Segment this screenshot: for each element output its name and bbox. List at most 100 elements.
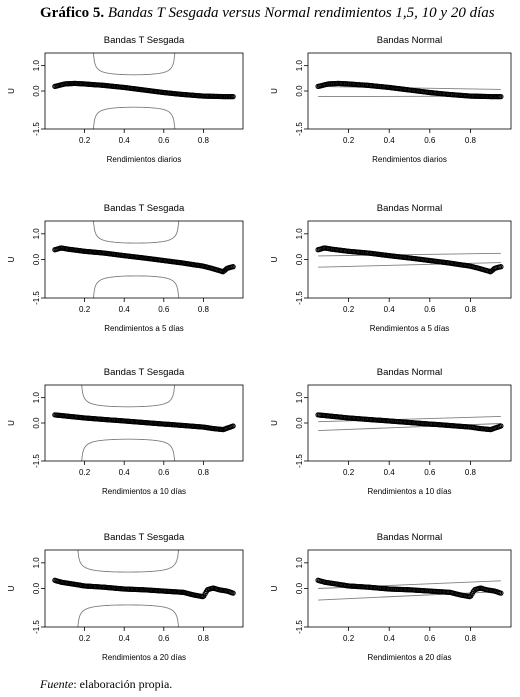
data-point: [498, 590, 504, 596]
chart-panel: 0.2 0.4 0.6 0.8 -1.5 0.0 1.0 Bandas Normal Rendi…: [270, 532, 512, 662]
panel-title: Bandas Normal: [377, 35, 442, 46]
y-axis-label: U: [7, 420, 16, 426]
y-tick-label: 1.0: [295, 557, 304, 569]
chart-panel: 0.2 0.4 0.6 0.8 -1.5 0.0 1.0 Bandas T Sesgada Re…: [7, 532, 244, 662]
x-tick-label: 0.4: [119, 136, 131, 145]
x-tick-label: 0.2: [79, 468, 91, 477]
data-point: [498, 93, 504, 100]
y-tick-label: -1.5: [32, 122, 41, 136]
y-tick-label: -1.5: [295, 620, 304, 634]
y-tick-label: 1.0: [32, 392, 41, 404]
y-tick-label: -1.5: [295, 122, 304, 136]
y-tick-label: 1.0: [32, 60, 41, 72]
x-tick-label: 0.2: [343, 468, 355, 477]
plot-area: [315, 80, 504, 100]
source-label: Fuente: [40, 677, 74, 691]
plot-area: [52, 53, 236, 129]
data-point: [230, 590, 236, 596]
y-tick-label: -1.5: [32, 620, 41, 634]
x-axis-label: Rendimientos a 10 días: [367, 487, 451, 496]
y-tick-label: -1.5: [32, 291, 41, 305]
x-axis-label: Rendimientos a 5 días: [104, 324, 184, 333]
x-tick-label: 0.8: [198, 136, 210, 145]
x-axis-label: Rendimientos diarios: [107, 155, 182, 164]
x-tick-label: 0.6: [424, 136, 436, 145]
x-tick-label: 0.6: [158, 468, 170, 477]
y-tick-label: 0.0: [32, 417, 41, 429]
x-tick-label: 0.4: [119, 634, 131, 643]
panel-title: Bandas T Sesgada: [104, 203, 185, 214]
upper-band: [81, 385, 176, 408]
chart-panel: 0.2 0.4 0.6 0.8 -1.5 0.0 1.0 Bandas T Sesgada Re…: [7, 367, 244, 496]
x-tick-label: 0.6: [158, 136, 170, 145]
y-tick-label: 0.0: [32, 582, 41, 594]
figure-title-text: Bandas T Sesgada versus Normal rendimien…: [107, 5, 495, 21]
x-tick-label: 0.8: [465, 305, 477, 314]
figure-title-number: Gráfico 5.: [40, 5, 105, 21]
lower-band: [93, 275, 180, 298]
x-tick-label: 0.8: [465, 468, 477, 477]
x-tick-label: 0.6: [158, 634, 170, 643]
lower-band: [81, 438, 176, 461]
y-tick-label: -1.5: [32, 454, 41, 468]
x-tick-label: 0.2: [343, 305, 355, 314]
y-axis-label: U: [7, 585, 16, 591]
y-tick-label: -1.5: [295, 454, 304, 468]
y-tick-label: 1.0: [295, 228, 304, 240]
plot-area: [52, 385, 236, 461]
x-tick-label: 0.4: [119, 305, 131, 314]
lower-band: [93, 106, 176, 129]
y-axis-label: U: [7, 256, 16, 262]
x-tick-label: 0.6: [424, 468, 436, 477]
x-tick-label: 0.4: [384, 136, 396, 145]
chart-panel: 0.2 0.4 0.6 0.8 -1.5 0.0 1.0 Bandas T Sesgada Re…: [7, 203, 244, 333]
y-tick-label: 0.0: [32, 85, 41, 97]
y-axis-label: U: [270, 256, 279, 262]
panel-title: Bandas Normal: [377, 367, 442, 378]
data-point: [230, 423, 236, 429]
lower-band: [77, 604, 180, 627]
source-text: : elaboración propia.: [73, 677, 173, 691]
figure-title: Gráfico 5. Bandas T Sesgada versus Norma…: [40, 5, 495, 22]
x-tick-label: 0.4: [119, 468, 131, 477]
x-tick-label: 0.2: [79, 136, 91, 145]
x-tick-label: 0.2: [79, 634, 91, 643]
x-tick-label: 0.2: [343, 136, 355, 145]
panel-title: Bandas T Sesgada: [104, 35, 185, 46]
x-axis-label: Rendimientos a 10 días: [102, 487, 186, 496]
plot-area: [315, 245, 504, 275]
data-point: [230, 93, 236, 100]
plot-area: [52, 221, 236, 298]
x-tick-label: 0.8: [198, 634, 210, 643]
upper-band: [93, 221, 180, 244]
chart-panel: 0.2 0.4 0.6 0.8 -1.5 0.0 1.0 Bandas Normal Rendi…: [270, 367, 512, 496]
plot-area: [315, 412, 504, 433]
x-tick-label: 0.2: [343, 634, 355, 643]
x-tick-label: 0.4: [384, 468, 396, 477]
data-point: [498, 264, 504, 270]
y-tick-label: 0.0: [32, 253, 41, 265]
x-tick-label: 0.4: [384, 305, 396, 314]
x-axis-label: Rendimientos diarios: [372, 155, 447, 164]
x-axis-label: Rendimientos a 20 días: [102, 653, 186, 662]
upper-band: [318, 252, 501, 257]
y-tick-label: 0.0: [295, 85, 304, 97]
y-tick-label: -1.5: [295, 291, 304, 305]
y-tick-label: 1.0: [32, 228, 41, 240]
chart-panel: 0.2 0.4 0.6 0.8 -1.5 0.0 1.0 Bandas Normal Rendi…: [270, 35, 512, 164]
panel-title: Bandas T Sesgada: [104, 367, 185, 378]
x-tick-label: 0.4: [384, 634, 396, 643]
y-axis-label: U: [270, 585, 279, 591]
panel-title: Bandas T Sesgada: [104, 532, 185, 543]
x-tick-label: 0.6: [158, 305, 170, 314]
panel-title: Bandas Normal: [377, 532, 442, 543]
chart-panel: 0.2 0.4 0.6 0.8 -1.5 0.0 1.0 Bandas T Sesgada Re…: [7, 35, 244, 164]
y-tick-label: 0.0: [295, 253, 304, 265]
y-tick-label: 0.0: [295, 417, 304, 429]
plot-area: [52, 550, 236, 627]
x-tick-label: 0.8: [465, 634, 477, 643]
x-tick-label: 0.8: [465, 136, 477, 145]
figure-source: Fuente: elaboración propia.: [40, 677, 172, 692]
x-tick-label: 0.8: [198, 468, 210, 477]
data-point: [498, 423, 504, 429]
